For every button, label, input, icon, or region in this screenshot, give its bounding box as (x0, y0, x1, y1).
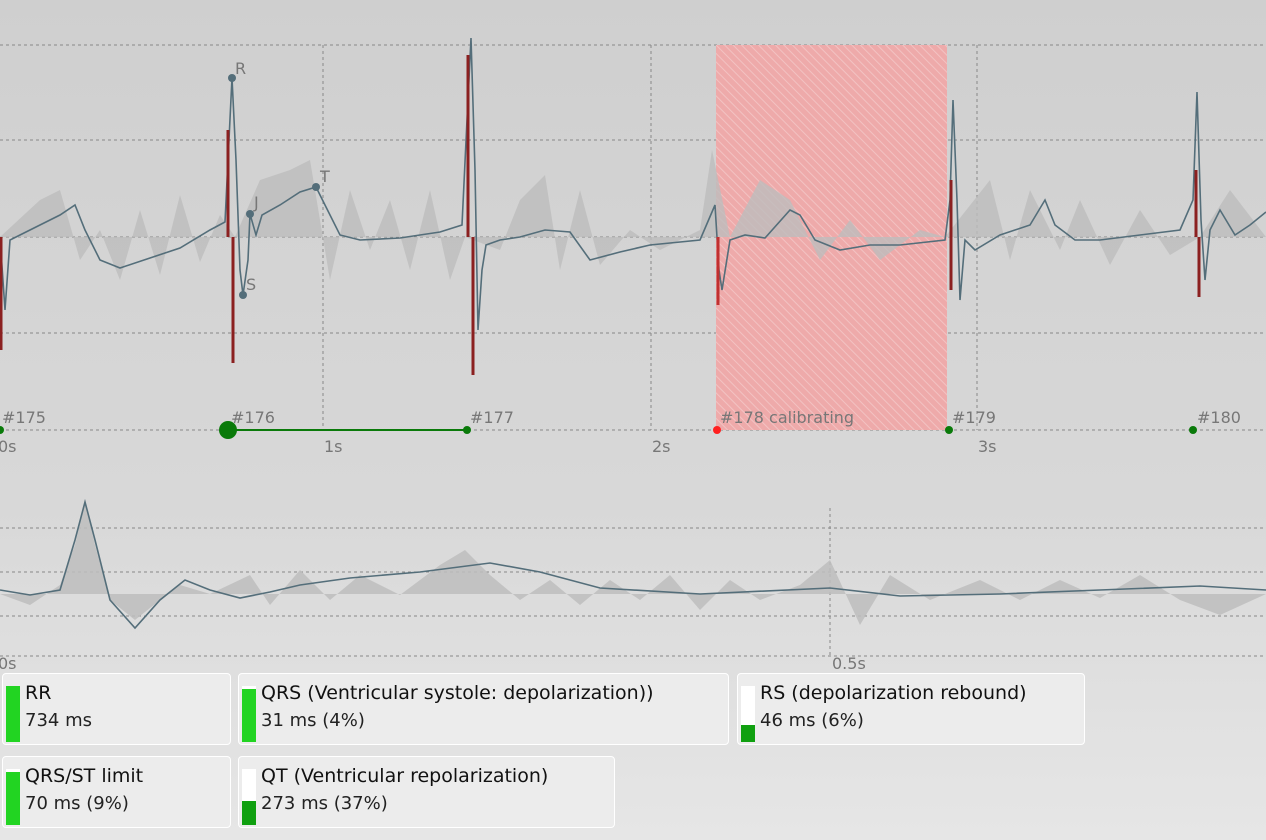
metric-card-qt[interactable]: QT (Ventricular repolarization) 273 ms (… (238, 756, 615, 828)
beat-dot-178[interactable] (713, 426, 721, 434)
beat-dot-175[interactable] (0, 426, 4, 434)
beat-label: #178 calibrating (720, 408, 854, 427)
time-tick: 1s (324, 437, 343, 456)
time-tick: 0s (0, 437, 17, 456)
beat-label: #176 (231, 408, 275, 427)
time-tick: 0.5s (832, 654, 866, 673)
metric-card-rs[interactable]: RS (depolarization rebound) 46 ms (6%) (737, 673, 1085, 745)
level-bar (6, 769, 20, 825)
beat-dot-179[interactable] (945, 426, 953, 434)
beat-dot-180[interactable] (1189, 426, 1197, 434)
metric-value: 273 ms (37%) (261, 793, 388, 814)
main-grid (0, 44, 1266, 431)
metric-value: 31 ms (4%) (261, 710, 365, 731)
level-fill (242, 688, 256, 742)
wave-points (228, 74, 320, 299)
s-label: S (246, 275, 256, 294)
level-bar (242, 769, 256, 825)
beat-label: #175 (2, 408, 46, 427)
metric-title: QT (Ventricular repolarization) (261, 765, 549, 787)
detail-trace (0, 498, 1266, 630)
beat-label: #180 (1197, 408, 1241, 427)
beat-dot-176[interactable] (219, 421, 237, 439)
metric-card-rr[interactable]: RR 734 ms (2, 673, 231, 745)
t-label: T (319, 167, 330, 186)
t-point[interactable] (312, 183, 320, 191)
beat-markers (0, 421, 1197, 439)
beat-label: #179 (952, 408, 996, 427)
level-fill (242, 801, 256, 825)
metric-card-qrs-st-limit[interactable]: QRS/ST limit 70 ms (9%) (2, 756, 231, 828)
level-fill (6, 686, 20, 742)
beat-label: #177 (470, 408, 514, 427)
metric-title: RS (depolarization rebound) (760, 682, 1027, 704)
level-bar (741, 686, 755, 742)
metric-value: 46 ms (6%) (760, 710, 864, 731)
time-tick: 0s (0, 654, 17, 673)
j-point[interactable] (246, 210, 254, 218)
raw-signal-area (0, 150, 1266, 280)
time-tick: 2s (652, 437, 671, 456)
r-point[interactable] (228, 74, 236, 82)
r-label: R (235, 59, 246, 78)
time-tick: 3s (978, 437, 997, 456)
detail-signal-area (0, 502, 1266, 625)
ecg-trace (0, 37, 1266, 331)
level-bar (6, 686, 20, 742)
metric-card-qrs[interactable]: QRS (Ventricular systole: depolarization… (238, 673, 729, 745)
level-bar (242, 686, 256, 742)
metric-title: QRS (Ventricular systole: depolarization… (261, 682, 654, 704)
qrs-markers (0, 55, 1201, 375)
s-point[interactable] (239, 291, 247, 299)
metric-value: 70 ms (9%) (25, 793, 129, 814)
level-fill (741, 725, 755, 742)
metric-title: RR (25, 682, 52, 704)
metric-title: QRS/ST limit (25, 765, 144, 787)
level-fill (6, 771, 20, 825)
j-label: J (253, 193, 259, 212)
metric-value: 734 ms (25, 710, 92, 731)
beat-dot-177[interactable] (463, 426, 471, 434)
